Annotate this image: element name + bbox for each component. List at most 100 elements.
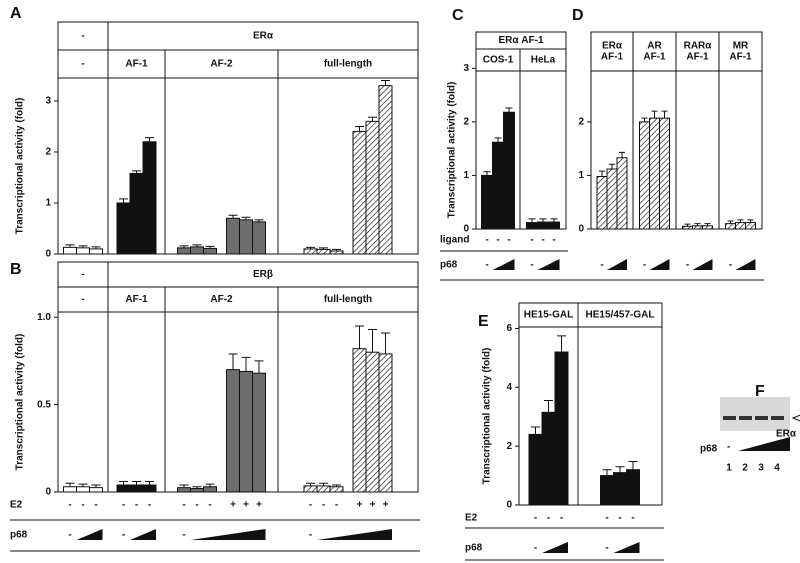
group-header: - [81, 294, 84, 305]
bar [239, 219, 253, 255]
condition-mark: - [643, 260, 646, 271]
column-header: ERβ [253, 269, 273, 280]
condition-mark: - [605, 513, 608, 524]
y-tick-label: 2 [578, 117, 584, 128]
y-tick-label: 0 [463, 224, 469, 235]
group-header: AF-2 [210, 59, 233, 70]
bar [190, 246, 204, 255]
error-bar [306, 246, 315, 249]
error-bar [192, 486, 202, 489]
panel-letter: F [755, 383, 765, 400]
error-bar [179, 484, 189, 488]
y-tick-label: 0 [45, 249, 51, 260]
group-header: full-length [324, 59, 372, 70]
error-bar [544, 400, 553, 413]
condition-mark: - [541, 235, 544, 246]
gel-band [755, 416, 768, 420]
condition-mark: - [195, 500, 198, 511]
y-axis-label: Transcriptional activity (fold) [15, 334, 26, 471]
error-bar [557, 335, 566, 353]
ramp [317, 529, 392, 540]
group-header: AR [647, 41, 662, 52]
bar [352, 348, 367, 493]
group-header: HE15/457-GAL [586, 310, 655, 321]
condition-mark: - [600, 260, 603, 271]
error-bar [119, 198, 128, 203]
condition-mark: - [552, 235, 555, 246]
y-tick-label: 1 [578, 170, 584, 181]
condition-mark: - [560, 513, 563, 524]
band-arrow [791, 414, 800, 422]
error-bar [628, 460, 638, 470]
error-bar [661, 110, 668, 119]
error-bar [254, 219, 264, 222]
y-tick-label: 6 [506, 323, 512, 334]
error-bar [228, 353, 238, 370]
group-header: ERα [602, 41, 623, 52]
error-bar [704, 223, 711, 226]
bar [541, 411, 556, 506]
condition-mark: + [383, 500, 389, 511]
error-bar [368, 328, 377, 353]
bar [116, 202, 131, 255]
bar [616, 157, 628, 230]
group-header: MR [733, 41, 749, 52]
column-header: ERα AF-1 [498, 35, 543, 46]
gel-band [739, 416, 752, 420]
error-bar [381, 80, 390, 86]
bar [76, 247, 90, 255]
condition-mark: - [618, 513, 621, 524]
error-bar [254, 360, 264, 374]
bar [177, 247, 191, 255]
group-header: HeLa [531, 55, 556, 66]
ramp [649, 259, 670, 270]
group-header: AF-1 [125, 294, 148, 305]
panel-letter: E [478, 313, 489, 330]
y-axis-label: Transcriptional activity (fold) [15, 98, 26, 235]
y-tick-label: 4 [506, 382, 512, 393]
error-bar [241, 356, 251, 372]
column-header: - [81, 31, 84, 42]
group-header: COS-1 [483, 55, 514, 66]
error-bar [91, 484, 101, 488]
condition-mark: - [68, 530, 71, 541]
bar [378, 353, 393, 493]
error-bar [78, 483, 88, 487]
bar [702, 225, 713, 230]
bar [190, 488, 204, 493]
condition-label: E2 [465, 513, 478, 524]
panel-letter: B [10, 261, 22, 278]
condition-mark: - [507, 235, 510, 246]
bar [639, 121, 650, 230]
condition-mark: - [485, 260, 488, 271]
column-header: - [81, 269, 84, 280]
error-bar [205, 483, 215, 487]
bar [554, 351, 569, 506]
error-bar [205, 245, 215, 249]
condition-mark: + [357, 500, 363, 511]
error-bar [228, 214, 238, 219]
error-bar [91, 246, 101, 249]
bar [142, 141, 157, 255]
error-bar [737, 219, 744, 223]
panel-frame [475, 31, 567, 230]
ramp [692, 259, 713, 270]
condition-mark: - [94, 500, 97, 511]
condition-mark: + [230, 500, 236, 511]
y-tick-label: 0 [45, 487, 51, 498]
error-bar [539, 218, 547, 223]
condition-mark: - [208, 500, 211, 511]
group-header: AF-1 [686, 52, 709, 63]
gel-panel: F ERα p68 - 1 2 3 4 [700, 383, 800, 474]
y-tick-label: 0.5 [37, 399, 51, 410]
condition-mark: - [122, 500, 125, 511]
bar [492, 141, 504, 230]
error-bar [381, 332, 390, 354]
error-bar [192, 244, 202, 247]
condition-mark: - [68, 500, 71, 511]
condition-mark: - [309, 530, 312, 541]
group-header: AF-2 [210, 294, 233, 305]
bar [177, 487, 191, 493]
error-bar [319, 247, 328, 250]
error-bar [332, 484, 341, 487]
